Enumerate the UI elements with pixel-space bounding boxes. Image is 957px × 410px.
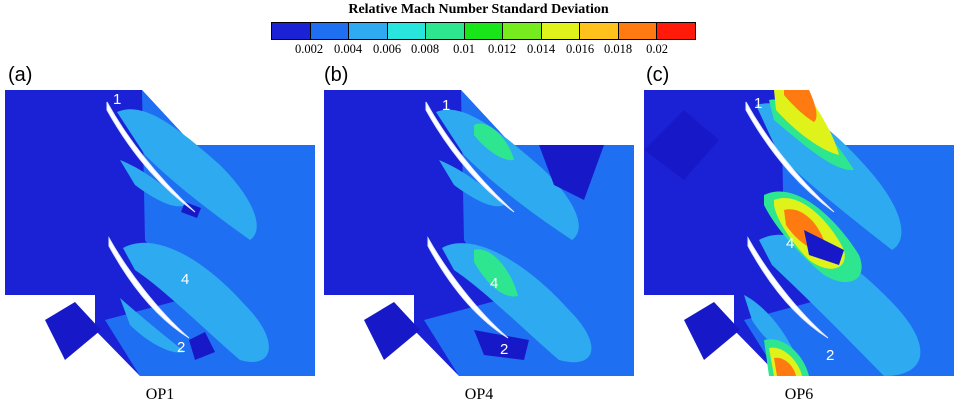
colorbar-tick: 0.016 — [565, 42, 595, 56]
marker-4: 4 — [181, 271, 189, 288]
colorbar-tick: 0.02 — [646, 42, 668, 56]
colorbar-segment — [464, 23, 504, 39]
panel-b: 1 4 2 — [324, 90, 634, 376]
colorbar-segment — [657, 23, 696, 39]
colorbar-tick: 0.01 — [453, 42, 475, 56]
panel-b-label: OP4 — [464, 386, 494, 403]
marker-2: 2 — [826, 347, 834, 364]
marker-1: 1 — [754, 95, 762, 112]
panel-c-letter: (c) — [646, 64, 670, 86]
colorbar-tick: 0.004 — [333, 42, 363, 56]
panel-c-label: OP6 — [784, 386, 814, 403]
colorbar-tick: 0.006 — [372, 42, 402, 56]
marker-1: 1 — [113, 91, 121, 108]
colorbar-segment — [310, 23, 350, 39]
marker-4: 4 — [786, 235, 794, 252]
colorbar-segment — [580, 23, 619, 39]
colorbar-tick: 0.012 — [487, 42, 517, 56]
panel-b-contour: 1 4 2 — [324, 90, 634, 376]
marker-2: 2 — [177, 339, 185, 356]
colorbar-segment — [426, 23, 465, 39]
panel-b-letter: (b) — [324, 64, 349, 86]
panel-a-label: OP1 — [145, 386, 175, 403]
colorbar-segment — [541, 23, 581, 39]
colorbar-tick: 0.002 — [294, 42, 324, 56]
colorbar-segment — [618, 23, 658, 39]
panel-a: 1 4 2 — [5, 90, 315, 376]
marker-1: 1 — [442, 97, 450, 114]
panel-a-contour: 1 4 2 — [5, 90, 315, 376]
colorbar-title: Relative Mach Number Standard Deviation — [348, 2, 609, 17]
marker-2: 2 — [500, 341, 508, 358]
colorbar-segment — [272, 23, 311, 39]
panel-c: 1 4 2 — [644, 90, 954, 376]
panel-a-letter: (a) — [8, 64, 33, 86]
panel-c-contour: 1 4 2 — [644, 90, 954, 376]
colorbar-tick: 0.014 — [526, 42, 556, 56]
colorbar-segment — [503, 23, 542, 39]
colorbar-segment — [349, 23, 388, 39]
colorbar-tick: 0.008 — [410, 42, 440, 56]
colorbar — [271, 22, 696, 40]
marker-4: 4 — [490, 275, 498, 292]
colorbar-ticks: 0.002 0.004 0.006 0.008 0.01 0.012 0.014… — [0, 42, 957, 58]
colorbar-segment — [387, 23, 427, 39]
colorbar-tick: 0.018 — [603, 42, 633, 56]
